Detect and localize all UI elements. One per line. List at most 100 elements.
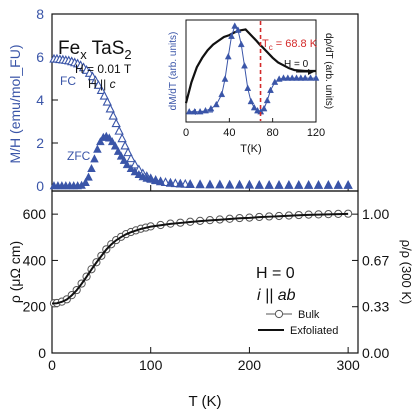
bottom-x-tick-label: 300 <box>336 357 360 373</box>
inset-y-right-title: dρ/dT (arb. units) <box>323 33 334 109</box>
bottom-x-tick-label: 0 <box>48 357 56 373</box>
bottom-y-tick-label: 400 <box>23 252 47 268</box>
inset-dm-dt-point <box>263 96 271 104</box>
top-panel-plot <box>49 53 353 190</box>
inset-dm-dt-point <box>237 40 245 48</box>
zfc-point <box>116 151 126 160</box>
fc-point <box>90 75 101 85</box>
top-y-tick-label: 0 <box>36 178 44 194</box>
current-label: i || ab <box>257 287 296 304</box>
inset-dm-dt-point <box>307 74 314 81</box>
inset-dm-dt-point <box>301 74 309 81</box>
inset-dm-dt-point <box>293 74 300 81</box>
fc-point <box>96 85 107 95</box>
inset-dm-dt-point <box>224 52 232 60</box>
fc-point <box>105 103 115 113</box>
inset-dm-dt-point <box>250 103 258 111</box>
zfc-point <box>225 180 234 189</box>
fc-point <box>111 118 121 128</box>
zfc-point <box>87 163 96 173</box>
inset-x-tick-label: 120 <box>307 127 325 139</box>
inset-dm-dt-point <box>196 107 204 115</box>
fc-point <box>126 153 136 163</box>
zfc-label: ZFC <box>67 149 91 163</box>
zfc-point <box>90 154 99 163</box>
bottom-y-tick-label: 600 <box>23 206 47 222</box>
inset-dm-dt-point <box>207 104 215 112</box>
zfc-point <box>245 180 254 189</box>
bottom-h0-label: H = 0 <box>256 265 295 282</box>
x-axis-title: T (K) <box>188 393 221 410</box>
zfc-point <box>343 180 353 189</box>
zfc-point <box>304 180 313 189</box>
top-y-tick-label: 6 <box>36 49 44 65</box>
field-direction-label: H || c <box>88 77 116 91</box>
inset-dm-dt-point <box>244 84 252 91</box>
inset-dm-dt-point <box>218 90 226 98</box>
fc-point <box>93 80 104 89</box>
zfc-point <box>324 180 333 189</box>
fc-point <box>99 90 110 100</box>
inset-dm-dt-point <box>185 107 193 115</box>
inset-dm-dt-point <box>288 74 296 81</box>
zfc-point <box>146 174 155 183</box>
top-y-tick-label: 2 <box>36 135 44 151</box>
bottom-y2-axis-title: ρ/ρ (300 K) <box>399 240 414 305</box>
inset-dm-dt-point <box>234 26 242 33</box>
field-label: H = 0.01 T <box>75 62 132 76</box>
exfoliated-line <box>51 212 349 305</box>
zfc-point <box>122 160 132 169</box>
zfc-point <box>119 155 129 164</box>
zfc-point <box>81 177 90 187</box>
fc-point <box>123 147 133 157</box>
zfc-point <box>126 163 136 173</box>
bottom-y2-tick-label: 1.00 <box>362 206 389 222</box>
zfc-point <box>284 180 294 189</box>
top-y-axis-title: M/H (emu/mol_FU) <box>7 44 23 163</box>
inset-h0-label: H = 0 <box>284 59 309 70</box>
legend-bulk-label: Bulk <box>298 309 320 321</box>
inset-dm-dt-point <box>231 22 239 29</box>
inset-dm-dt-point <box>247 97 255 105</box>
bottom-y-tick-label: 0 <box>38 345 46 361</box>
inset-left-arrowhead <box>190 109 196 115</box>
zfc-point <box>294 180 304 189</box>
bottom-y2-tick-label: 0.33 <box>362 299 389 315</box>
fc-label: FC <box>60 74 76 88</box>
zfc-point <box>264 180 274 189</box>
zfc-point <box>84 172 93 181</box>
formula-label: Fex TaS2 <box>58 38 132 62</box>
fc-point <box>102 96 112 106</box>
inset-drho-dt-line <box>184 28 316 104</box>
inset-right-arrowhead <box>308 69 314 75</box>
inset-dm-dt-point <box>284 74 292 81</box>
fc-point <box>120 140 130 150</box>
zfc-point <box>235 180 244 189</box>
bottom-panel-ticks: 0 200 400 600 0.00 0.33 0.67 1.00 0 100 200 300 <box>23 206 390 373</box>
inset-dm-dt-point <box>228 32 235 39</box>
bottom-x-tick-label: 200 <box>238 357 262 373</box>
fc-point <box>117 133 127 143</box>
zfc-point <box>314 180 323 189</box>
zfc-point <box>215 180 225 189</box>
zfc-point <box>205 179 215 188</box>
zfc-point <box>333 180 343 189</box>
legend-exfoliated-label: Exfoliated <box>290 325 338 337</box>
fc-point <box>108 110 118 120</box>
top-y-tick-label: 4 <box>36 92 44 108</box>
bottom-x-tick-label: 100 <box>139 357 163 373</box>
inset-x-tick-label: 40 <box>223 127 235 139</box>
bottom-y-tick-label: 200 <box>23 299 47 315</box>
inset-dm-dt-point <box>260 104 268 112</box>
top-y-tick-label: 8 <box>36 6 44 22</box>
zfc-point <box>255 180 264 189</box>
inset-y-left-title: dM/dT (arb. units) <box>168 32 179 111</box>
inset-dm-dt-point <box>312 74 320 81</box>
inset-dm-dt-point <box>297 74 305 81</box>
inset-dm-dt-point <box>212 100 220 108</box>
zfc-point <box>130 167 140 176</box>
bottom-panel-frame <box>51 190 359 354</box>
inset-plot <box>184 21 320 121</box>
inset-dm-dt-point <box>221 75 229 82</box>
